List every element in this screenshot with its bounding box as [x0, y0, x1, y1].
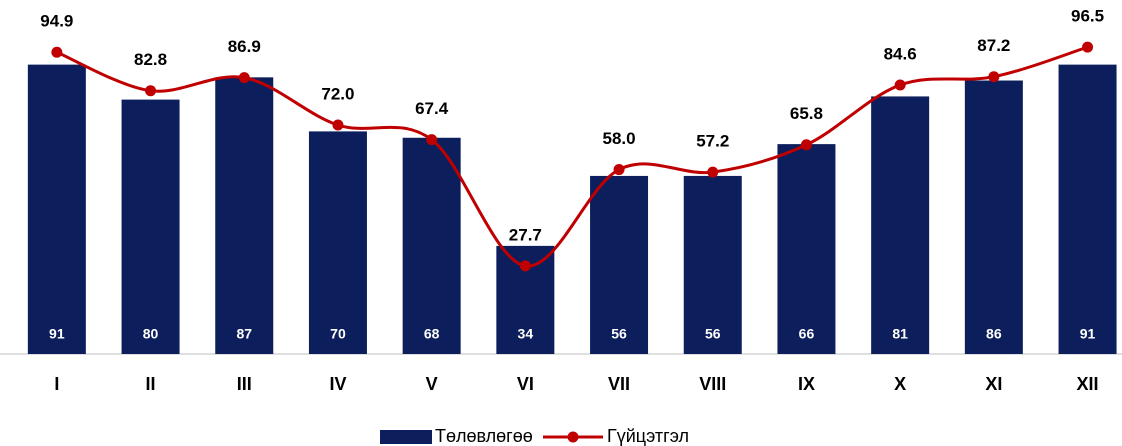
line-value-label: 94.9 [40, 12, 73, 31]
x-tick-label: IX [798, 374, 815, 394]
bar [27, 64, 86, 355]
bar [777, 144, 836, 354]
x-tick-label: II [146, 374, 156, 394]
legend-marker [567, 431, 579, 443]
bar-value-label: 70 [330, 326, 346, 342]
legend-label: Гүйцэтгэл [607, 426, 689, 446]
line-value-label: 72.0 [321, 85, 354, 104]
line-value-label: 27.7 [509, 225, 542, 244]
bar-value-label: 87 [236, 326, 252, 342]
line-marker [238, 72, 250, 84]
line-marker [988, 71, 1000, 83]
line-marker [519, 260, 531, 272]
line-marker [51, 46, 63, 58]
line-value-label: 84.6 [884, 44, 917, 63]
line [56, 45, 1089, 268]
bar-value-label: 34 [518, 326, 534, 342]
line-marker [332, 119, 344, 131]
bar [1058, 64, 1117, 355]
bar [964, 80, 1023, 355]
bar-value-label: 91 [49, 326, 65, 342]
bar-value-label: 80 [143, 326, 159, 342]
bar-value-label: 68 [424, 326, 440, 342]
x-tick-label: V [426, 374, 438, 394]
bar-value-label: 56 [705, 326, 721, 342]
bar [121, 99, 180, 354]
line-marker [800, 139, 812, 151]
line-value-label: 65.8 [790, 104, 823, 123]
x-tick-label: IV [329, 374, 346, 394]
x-tick-label: X [894, 374, 906, 394]
line-marker [145, 85, 157, 97]
line-value-label: 86.9 [228, 37, 261, 56]
line-marker [1082, 41, 1094, 53]
x-tick-label: VIII [699, 374, 726, 394]
x-tick-label: VII [608, 374, 630, 394]
x-tick-label: XI [985, 374, 1002, 394]
line-marker [894, 79, 906, 91]
line-value-label: 58.0 [603, 129, 636, 148]
bar [402, 137, 461, 354]
x-tick-label: XII [1077, 374, 1099, 394]
line-value-label: 67.4 [415, 99, 449, 118]
bar [590, 175, 649, 354]
bar-value-label: 86 [986, 326, 1002, 342]
legend-swatch [380, 430, 432, 444]
line-value-label: 87.2 [977, 36, 1010, 55]
x-tick-label: I [54, 374, 59, 394]
x-tick-label: VI [517, 374, 534, 394]
bar [683, 175, 742, 354]
line-marker [707, 166, 719, 178]
legend-label: Төлөвлөгөө [435, 426, 533, 446]
bar-value-label: 91 [1080, 326, 1096, 342]
line-value-label: 82.8 [134, 50, 167, 69]
line-value-label: 57.2 [696, 132, 729, 151]
bar [871, 96, 930, 355]
bar [215, 77, 274, 354]
bar-value-label: 66 [799, 326, 815, 342]
x-tick-label: III [237, 374, 252, 394]
bar-value-label: 81 [892, 326, 908, 342]
line-value-label: 96.5 [1071, 7, 1104, 26]
line-marker [426, 134, 438, 146]
line-marker [613, 164, 625, 176]
bar-value-label: 56 [611, 326, 627, 342]
bar [308, 131, 367, 354]
